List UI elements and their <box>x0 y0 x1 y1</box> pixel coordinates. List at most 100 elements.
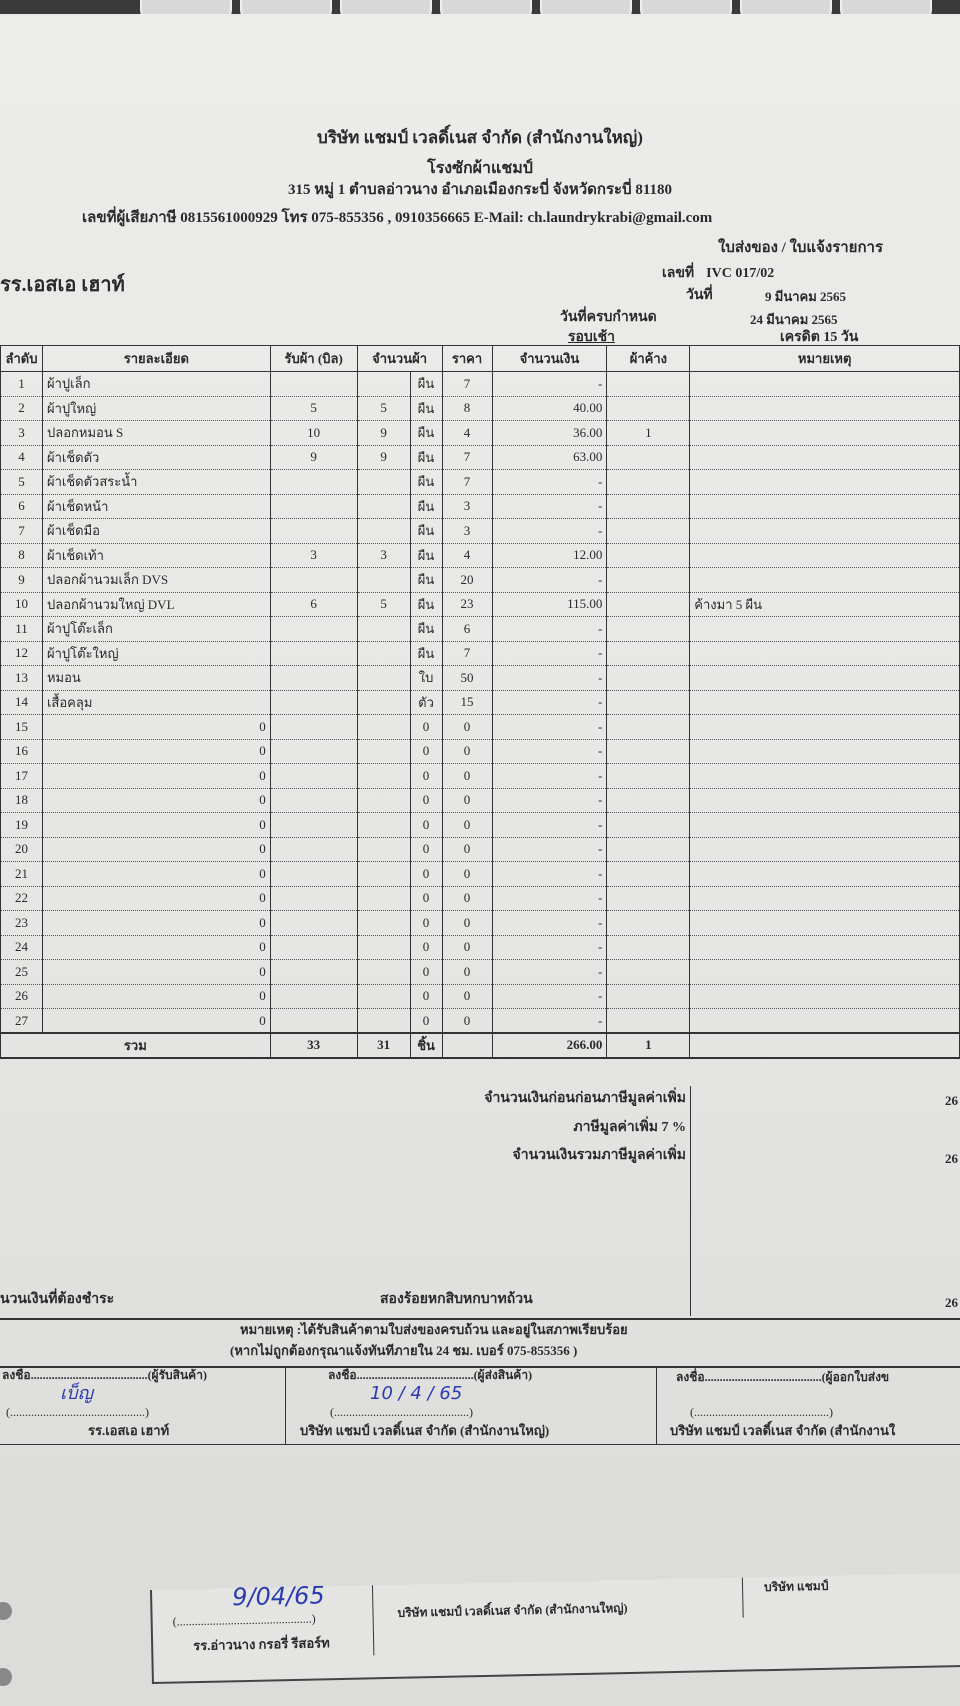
remark-line1: หมายเหตุ :ได้รับสินค้าตามใบส่งของครบถ้วน… <box>240 1322 628 1337</box>
cell-unit: ผืน <box>409 493 443 519</box>
cell-unit: 0 <box>409 738 443 764</box>
cell-unit: 0 <box>409 934 443 960</box>
cell-unit: ผืน <box>409 518 443 544</box>
cell-note <box>689 836 960 862</box>
round: รอบเช้า <box>568 330 615 345</box>
cell-qty: 3 <box>356 542 411 568</box>
cell-qty <box>356 910 411 936</box>
date-label: วันที่ <box>686 288 713 303</box>
table-row: 7 ผ้าเช็ดมือ ผืน 3- <box>0 518 960 544</box>
cell-remain <box>606 910 691 936</box>
cell-qty <box>356 983 411 1009</box>
cell-no: 21 <box>0 861 43 887</box>
cell-amount: 40.00 <box>491 395 608 421</box>
handwritten-date: 9/04/65 <box>231 1581 325 1612</box>
cell-received <box>269 861 358 887</box>
col-qty: จำนวนผ้า <box>356 345 443 372</box>
incl-vat-label: จำนวนเงินรวมภาษีมูลค่าเพิ่ม <box>512 1148 686 1163</box>
col-remaining: ผ้าค้าง <box>606 345 691 372</box>
cell-received <box>269 518 358 544</box>
cell-item: 0 <box>41 1008 271 1034</box>
cell-item: 0 <box>41 763 271 789</box>
cell-item: ปลอกหมอน S <box>41 420 271 446</box>
cell-received <box>269 983 358 1009</box>
cell-no: 16 <box>0 738 43 764</box>
incl-vat-value: 26 <box>945 1151 958 1166</box>
cell-unit: ผืน <box>409 420 443 446</box>
table-row: 13 หมอน ใบ 50- <box>0 665 960 691</box>
cell-item: ผ้าปูโต๊ะเล็ก <box>41 616 271 642</box>
cell-qty <box>356 836 411 862</box>
cell-price: 7 <box>441 444 493 470</box>
cell-no: 13 <box>0 665 43 691</box>
table-row: 11 ผ้าปูโต๊ะเล็ก ผืน 6- <box>0 616 960 642</box>
cell-received <box>269 665 358 691</box>
table-row: 19 0 0 0- <box>0 812 960 838</box>
sign-line: ลงชื่อ..................................… <box>676 1370 890 1384</box>
cell-price: 0 <box>441 787 493 813</box>
cell-item: 0 <box>41 836 271 862</box>
cell-unit: 0 <box>409 763 443 789</box>
cell-item: ผ้าเช็ดตัวสระน้ำ <box>41 469 271 495</box>
cell-amount: - <box>491 616 608 642</box>
cell-no: 3 <box>0 420 43 446</box>
table-header: ลำดับ รายละเอียด รับผ้า (บิล) จำนวนผ้า ร… <box>0 345 960 372</box>
total-amount: 266.00 <box>491 1032 608 1059</box>
cell-unit: 0 <box>409 861 443 887</box>
table-row: 26 0 0 0- <box>0 983 960 1009</box>
name-line: (.......................................… <box>690 1405 833 1419</box>
cell-received: 5 <box>269 395 358 421</box>
cell-amount: 115.00 <box>491 591 608 617</box>
cell-item: ผ้าปูใหญ่ <box>41 395 271 421</box>
cell-price: 4 <box>441 542 493 568</box>
cell-note <box>689 665 960 691</box>
cell-remain <box>606 738 691 764</box>
doc-no-row: เลขที่ IVC 017/02 <box>662 266 774 282</box>
cell-unit: 0 <box>409 959 443 985</box>
company-contact: เลขที่ผู้เสียภาษี 0815561000929 โทร 075-… <box>82 210 713 226</box>
cell-amount: - <box>491 836 608 862</box>
cell-item: ปลอกผ้านวมเล็ก DVS <box>41 567 271 593</box>
cell-received <box>269 812 358 838</box>
cell-qty: 5 <box>356 591 411 617</box>
before-vat-value: 26 <box>945 1093 958 1108</box>
cell-price: 20 <box>441 567 493 593</box>
sign-line: ลงชื่อ..................................… <box>2 1368 207 1382</box>
date: 9 มีนาคม 2565 <box>765 289 847 304</box>
company-name: บริษัท แชมป์ เวลดิ์เนส จำกัด (สำนักงานให… <box>317 128 643 147</box>
cell-received: 3 <box>269 542 358 568</box>
cell-received <box>269 567 358 593</box>
cell-qty <box>356 763 411 789</box>
cell-note <box>689 959 960 985</box>
cell-received <box>269 371 358 397</box>
cell-item: 0 <box>41 983 271 1009</box>
table-row: 14 เสื้อคลุม ตัว 15- <box>0 689 960 715</box>
cell-price: 4 <box>441 420 493 446</box>
table-row: 15 0 0 0- <box>0 714 960 740</box>
cell-qty <box>356 738 411 764</box>
cell-item: 0 <box>41 959 271 985</box>
cell-received <box>269 714 358 740</box>
cell-price: 0 <box>441 861 493 887</box>
cell-amount: - <box>491 518 608 544</box>
cell-price: 0 <box>441 983 493 1009</box>
table-row: 1 ผ้าปูเล็ก ผืน 7- <box>0 371 960 397</box>
col-price: ราคา <box>441 345 493 372</box>
table-row: 17 0 0 0- <box>0 763 960 789</box>
cell-amount: - <box>491 787 608 813</box>
cell-amount: - <box>491 812 608 838</box>
cell-received <box>269 934 358 960</box>
cell-no: 12 <box>0 640 43 666</box>
cell-qty <box>356 787 411 813</box>
cell-remain <box>606 1008 691 1034</box>
document-type: ใบส่งของ / ใบแจ้งรายการ <box>718 240 884 256</box>
cell-note <box>689 885 960 911</box>
cell-no: 8 <box>0 542 43 568</box>
cell-item: 0 <box>41 787 271 813</box>
cell-amount: - <box>491 934 608 960</box>
col-no: ลำดับ <box>0 345 43 372</box>
table-row: 9 ปลอกผ้านวมเล็ก DVS ผืน 20- <box>0 567 960 593</box>
cell-received <box>269 885 358 911</box>
doc-no-label: เลขที่ <box>662 266 695 281</box>
cell-note <box>689 738 960 764</box>
